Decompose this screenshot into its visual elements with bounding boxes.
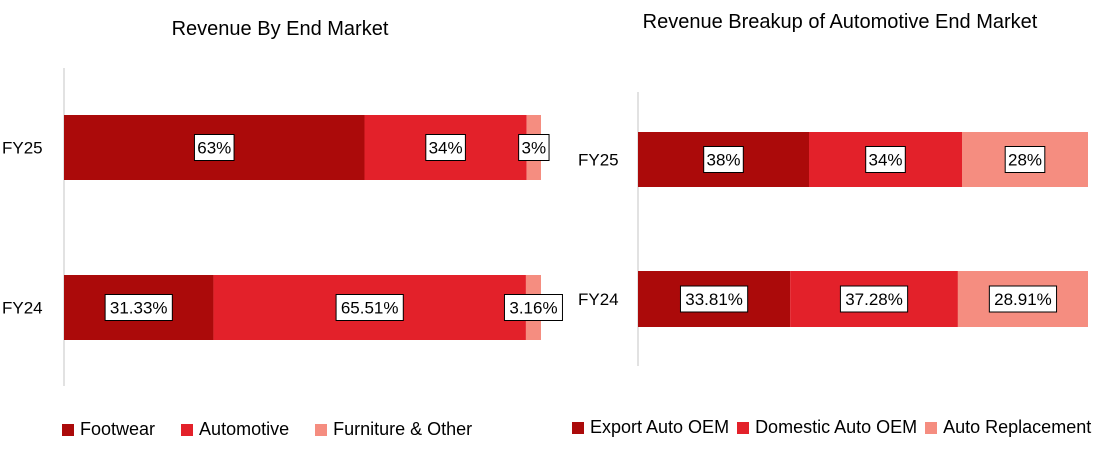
- legend-swatch: [925, 421, 938, 434]
- legend-item-furniture-other: Furniture & Other: [315, 419, 472, 440]
- data-label-box: [703, 146, 744, 173]
- legend-swatch: [737, 421, 750, 434]
- chart-legend: Export Auto OEM Domestic Auto OEM Auto R…: [572, 417, 1091, 438]
- chart-automotive-breakup: Revenue Breakup of Automotive End Market…: [560, 0, 1112, 459]
- data-label: 37.28%: [845, 290, 903, 309]
- legend-item-domestic-auto-oem: Domestic Auto OEM: [737, 417, 917, 438]
- legend-item-auto-replacement: Auto Replacement: [925, 417, 1091, 438]
- data-label: 3%: [522, 139, 547, 158]
- data-label-box: [518, 134, 550, 161]
- chart-title: Revenue By End Market: [171, 18, 389, 40]
- chart-revenue-by-end-market: Revenue By End Market FY25 63% 34% 3% FY24 31…: [2, 18, 563, 440]
- legend-swatch: [572, 421, 584, 434]
- data-label: 31.33%: [110, 299, 168, 318]
- legend-swatch: [62, 423, 74, 436]
- data-label-box: [104, 294, 173, 321]
- data-label-box: [988, 285, 1058, 313]
- data-label: 34%: [868, 151, 902, 170]
- legend-label: Domestic Auto OEM: [755, 417, 918, 437]
- legend-label: Export Auto OEM: [590, 417, 730, 437]
- data-label: 28.91%: [994, 290, 1052, 309]
- legend-label: Furniture & Other: [333, 419, 473, 439]
- data-label-box: [1004, 146, 1046, 173]
- data-label-box: [679, 285, 749, 313]
- data-label: 63%: [197, 139, 231, 158]
- legend-label: Automotive: [199, 419, 290, 439]
- category-tick-label: FY25: [2, 139, 43, 158]
- data-label-box: [865, 146, 906, 173]
- data-label-box: [425, 134, 466, 161]
- data-label-box: [335, 294, 404, 321]
- data-label-box: [503, 294, 563, 321]
- data-label: 38%: [706, 151, 740, 170]
- legend-item-automotive: Automotive: [181, 419, 289, 440]
- data-label: 3.16%: [509, 299, 557, 318]
- data-label-box: [839, 285, 909, 313]
- data-label: 33.81%: [685, 290, 743, 309]
- legend-item-export-auto-oem: Export Auto OEM: [572, 417, 729, 438]
- legend-label: Auto Replacement: [943, 417, 1092, 437]
- legend-label: Footwear: [80, 419, 156, 439]
- chart-title: Revenue Breakup of Automotive End Market: [642, 11, 1038, 33]
- legend-swatch: [315, 423, 328, 436]
- category-tick-label: FY24: [578, 290, 619, 309]
- data-label-box: [193, 134, 235, 161]
- chart-plot: FY25 63% 34% 3% FY24 31.33% 65.51% 3.16%: [2, 68, 563, 386]
- legend-item-footwear: Footwear: [62, 419, 155, 440]
- category-tick-label: FY25: [578, 151, 619, 170]
- data-label: 28%: [1008, 151, 1042, 170]
- chart-plot: FY25 38% 34% 28% FY24 33.81% 37.28% 28.91%: [578, 92, 1088, 366]
- legend-swatch: [181, 423, 194, 436]
- data-label: 65.51%: [341, 299, 399, 318]
- category-tick-label: FY24: [2, 299, 43, 318]
- data-label: 34%: [429, 139, 463, 158]
- chart-legend: Footwear Automotive Furniture & Other: [62, 419, 472, 440]
